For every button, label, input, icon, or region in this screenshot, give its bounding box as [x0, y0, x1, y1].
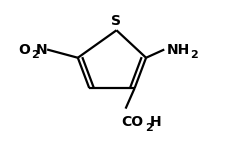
Text: 2: 2	[31, 50, 39, 60]
Text: N: N	[36, 42, 47, 56]
Text: NH: NH	[167, 42, 190, 56]
Text: 2: 2	[190, 50, 198, 60]
Text: 2: 2	[145, 123, 153, 133]
Text: O: O	[19, 42, 31, 56]
Text: CO: CO	[121, 115, 143, 129]
Text: S: S	[112, 14, 121, 27]
Text: H: H	[150, 115, 161, 129]
